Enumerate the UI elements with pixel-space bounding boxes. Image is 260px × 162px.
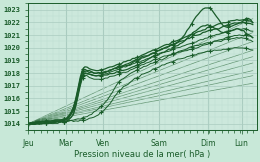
X-axis label: Pression niveau de la mer( hPa ): Pression niveau de la mer( hPa )	[74, 150, 210, 159]
